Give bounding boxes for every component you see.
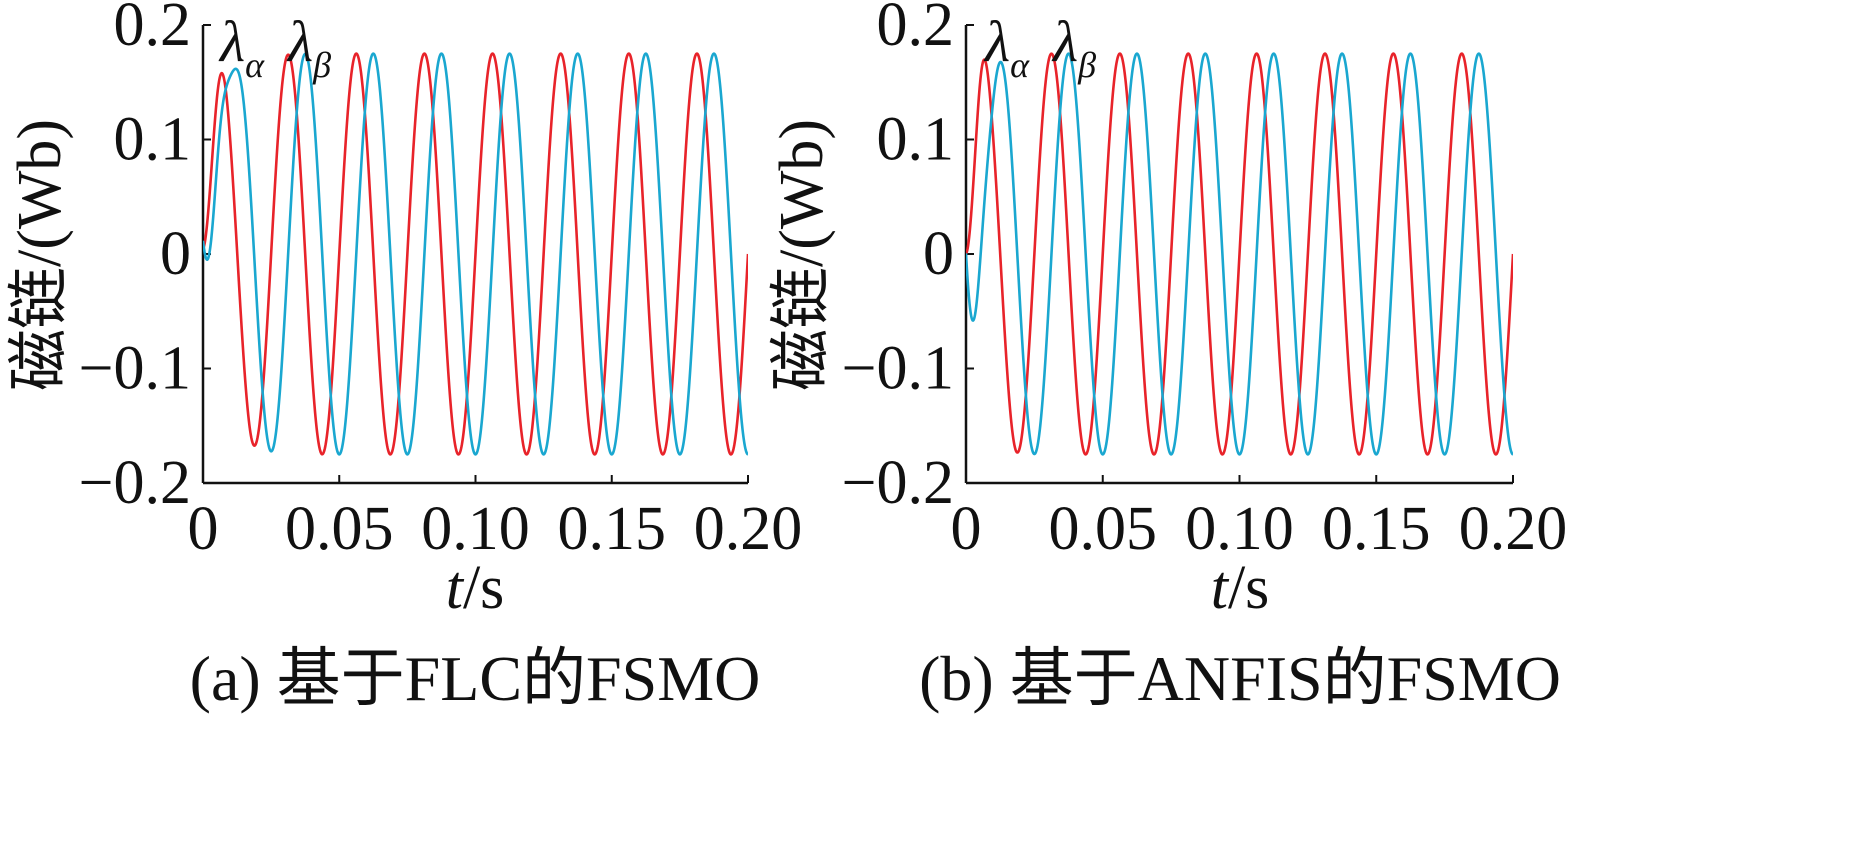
- y-axis-label: 磁链/(Wb): [6, 119, 74, 391]
- x-tick-label: 0.05: [285, 495, 394, 563]
- caption: (a) 基于FLC的FSMO: [190, 643, 761, 714]
- x-axis-label-var: t: [1211, 554, 1230, 622]
- series-line-lambda-alpha: [966, 52, 1513, 456]
- x-tick-label: 0: [951, 495, 982, 563]
- legend-entry: λβ: [1051, 9, 1096, 85]
- x-axis-label: t/s: [1211, 554, 1270, 622]
- y-tick-label: 0: [160, 220, 191, 288]
- y-tick-label: −0.1: [842, 335, 954, 403]
- x-tick-label: 0: [188, 495, 219, 563]
- x-tick-label: 0.05: [1049, 495, 1158, 563]
- y-tick-label: −0.2: [842, 449, 954, 517]
- x-tick-label: 0.20: [694, 495, 803, 563]
- x-axis-label-unit: /s: [463, 554, 504, 622]
- caption: (b) 基于ANFIS的FSMO: [919, 643, 1561, 714]
- x-tick-label: 0.10: [1185, 495, 1294, 563]
- legend-entry: λα: [983, 9, 1030, 85]
- legend-entry: λβ: [286, 9, 331, 85]
- series-line-lambda-beta: [203, 52, 748, 456]
- x-tick-label: 0.20: [1459, 495, 1568, 563]
- x-axis-label-var: t: [446, 554, 465, 622]
- y-tick-label: −0.1: [79, 335, 191, 403]
- y-tick-label: 0.1: [114, 106, 192, 174]
- x-axis-label: t/s: [446, 554, 505, 622]
- x-tick-label: 0.15: [1322, 495, 1431, 563]
- y-axis-label: 磁链/(Wb): [768, 119, 836, 391]
- x-tick-label: 0.10: [421, 495, 530, 563]
- y-tick-label: 0.1: [877, 106, 955, 174]
- y-tick-label: 0.2: [114, 0, 192, 59]
- x-axis-label-unit: /s: [1228, 554, 1269, 622]
- y-tick-label: −0.2: [79, 449, 191, 517]
- x-tick-label: 0.15: [558, 495, 667, 563]
- series-line-lambda-alpha: [203, 52, 748, 456]
- y-tick-label: 0.2: [877, 0, 955, 59]
- legend-entry: λα: [218, 9, 265, 85]
- y-tick-label: 0: [923, 220, 954, 288]
- series-line-lambda-beta: [966, 52, 1513, 456]
